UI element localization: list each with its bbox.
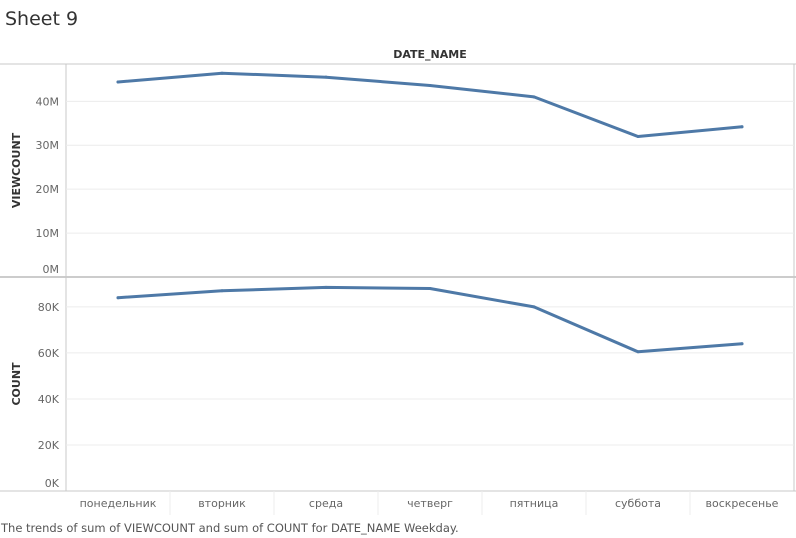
data-point <box>116 80 120 84</box>
sheet-title: Sheet 9 <box>5 8 79 30</box>
x-tick-label: понедельник <box>80 497 157 510</box>
data-point <box>740 342 744 346</box>
data-point <box>428 287 432 291</box>
x-tick-label: пятница <box>510 497 559 510</box>
data-point <box>636 350 640 354</box>
chart-caption: The trends of sum of VIEWCOUNT and sum o… <box>1 521 459 535</box>
data-point <box>324 285 328 289</box>
y-tick-label: 0M <box>43 263 60 276</box>
y-tick-label: 0K <box>45 477 60 490</box>
data-point <box>324 75 328 79</box>
series-line <box>116 285 744 354</box>
data-point <box>636 134 640 138</box>
y-tick-label: 30M <box>36 139 60 152</box>
y-tick-label: 80K <box>38 301 60 314</box>
y-tick-label: 60K <box>38 347 60 360</box>
data-point <box>220 71 224 75</box>
x-tick-label: суббота <box>615 497 661 510</box>
data-point <box>220 289 224 293</box>
y-tick-label: 40K <box>38 393 60 406</box>
y-axis-title: VIEWCOUNT <box>10 132 23 208</box>
x-tick-label: четверг <box>407 497 453 510</box>
y-tick-label: 20K <box>38 439 60 452</box>
y-tick-label: 20M <box>36 183 60 196</box>
y-tick-label: 40M <box>36 95 60 108</box>
column-header: DATE_NAME <box>393 48 467 61</box>
series-line <box>116 71 744 138</box>
y-axis-title: COUNT <box>10 362 23 406</box>
y-tick-label: 10M <box>36 227 60 240</box>
x-tick-label: воскресенье <box>706 497 779 510</box>
x-tick-label: вторник <box>198 497 246 510</box>
data-point <box>428 84 432 88</box>
x-tick-label: среда <box>309 497 343 510</box>
data-point <box>532 305 536 309</box>
data-point <box>740 125 744 129</box>
data-point <box>532 95 536 99</box>
data-point <box>116 296 120 300</box>
